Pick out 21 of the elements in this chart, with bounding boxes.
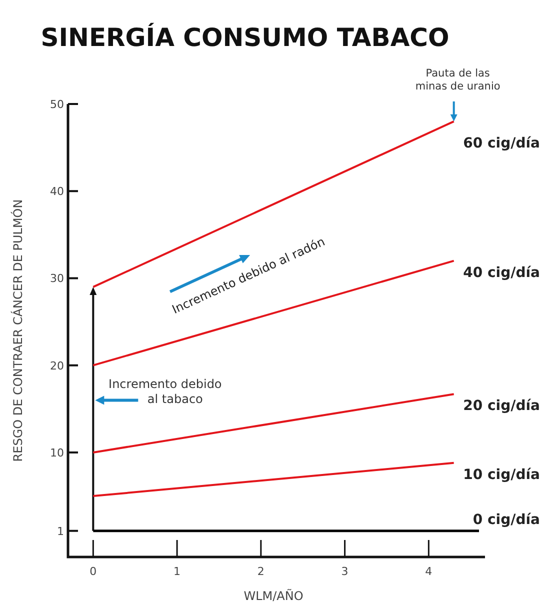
y-tick-label: 50 <box>50 98 64 111</box>
x-tick-label: 1 <box>174 565 181 578</box>
y-tick-label: 1 <box>57 524 64 538</box>
y-tick-label: 40 <box>50 185 64 198</box>
series-label: 20 cig/día <box>463 398 540 414</box>
x-tick-label: 3 <box>341 565 348 578</box>
annotation: Incremento debido al tabaco <box>108 377 222 406</box>
series-label: 0 cig/día <box>472 512 540 528</box>
annotation: Pauta de las minas de uranio <box>415 67 500 92</box>
chart-title: SINERGÍA CONSUMO TABACO <box>40 22 450 52</box>
x-tick-label: 4 <box>425 565 432 578</box>
y-axis-title: RESGO DE CONTRAER CÁNCER DE PULMÓN <box>10 199 25 462</box>
series-label: 10 cig/día <box>463 466 540 483</box>
x-tick-label: 2 <box>257 565 264 578</box>
y-tick-label: 20 <box>50 359 64 372</box>
x-tick-label: 0 <box>90 565 97 578</box>
series-label: 40 cig/día <box>463 264 540 281</box>
y-tick-label: 30 <box>50 272 64 286</box>
y-tick-label: 10 <box>50 446 64 460</box>
series-label: 60 cig/día <box>463 135 540 152</box>
x-axis-title: WLM/AÑO <box>244 588 304 603</box>
